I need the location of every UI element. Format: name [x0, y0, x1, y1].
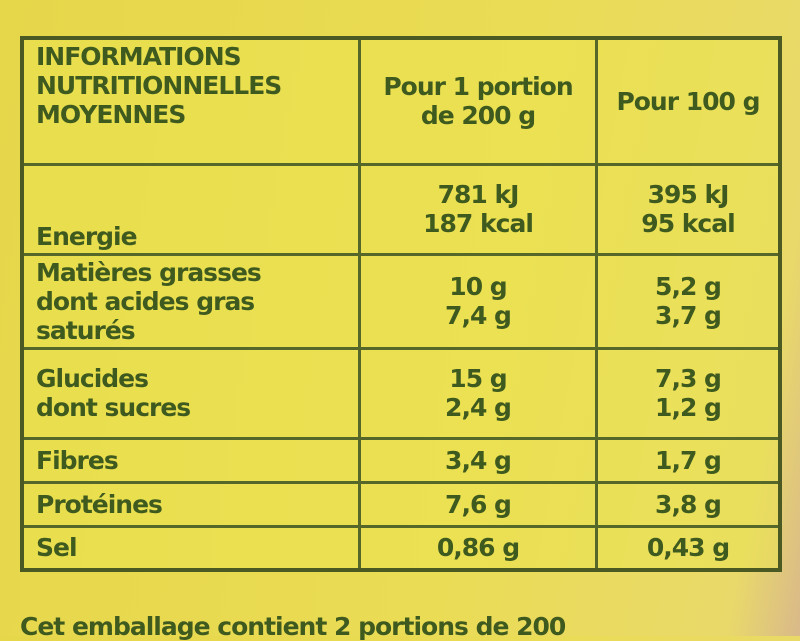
header-title-line: MOYENNES [36, 100, 186, 129]
packaging-note: Cet emballage contient 2 portions de 200 [20, 612, 566, 641]
header-portion-line: de 200 g [420, 101, 536, 131]
table-row: Sel 0,86 g 0,43 g [20, 524, 782, 572]
portion-value: 10 g 7,4 g [358, 252, 598, 350]
portion-value: 15 g 2,4 g [358, 346, 598, 440]
header-100g: Pour 100 g [595, 36, 782, 166]
per100-value: 5,2 g 3,7 g [595, 252, 782, 350]
row-label: Fibres [20, 436, 361, 484]
header-portion: Pour 1 portion de 200 g [358, 36, 598, 166]
table-header-row: INFORMATIONS NUTRITIONNELLES MOYENNES Po… [20, 36, 782, 166]
value-line: 395 kJ [647, 180, 730, 209]
per100-value: 395 kJ 95 kcal [595, 162, 782, 256]
label-line: dont acides gras saturés [36, 286, 255, 345]
per100-value: 3,8 g [595, 480, 782, 528]
value-line: 1,2 g [655, 393, 722, 422]
portion-value: 3,4 g [358, 436, 598, 484]
portion-value: 0,86 g [358, 524, 598, 572]
header-title: INFORMATIONS NUTRITIONNELLES MOYENNES [20, 36, 361, 166]
row-label: Energie [20, 162, 361, 256]
portion-value: 781 kJ 187 kcal [358, 162, 598, 256]
value-line: 15 g [449, 364, 507, 393]
header-title-line: INFORMATIONS [36, 42, 242, 71]
value-line: 7,4 g [445, 301, 512, 330]
header-title-line: NUTRITIONNELLES [36, 71, 282, 100]
nutrition-table: INFORMATIONS NUTRITIONNELLES MOYENNES Po… [20, 36, 782, 572]
value-line: 187 kcal [423, 209, 534, 238]
label-line: Glucides [36, 364, 149, 393]
row-label: Matières grasses dont acides gras saturés [20, 252, 361, 350]
value-line: 10 g [449, 272, 507, 301]
portion-value: 7,6 g [358, 480, 598, 528]
label-line: dont sucres [36, 393, 191, 422]
per100-value: 0,43 g [595, 524, 782, 572]
header-portion-line: Pour 1 portion [383, 72, 573, 102]
value-line: 7,3 g [655, 364, 722, 393]
table-row: Glucides dont sucres 15 g 2,4 g 7,3 g 1,2 g [20, 346, 782, 440]
table-row: Energie 781 kJ 187 kcal 395 kJ 95 kcal [20, 162, 782, 256]
per100-value: 1,7 g [595, 436, 782, 484]
label-line: Energie [36, 221, 138, 251]
row-label: Sel [20, 524, 361, 572]
row-label: Glucides dont sucres [20, 346, 361, 440]
table-row: Protéines 7,6 g 3,8 g [20, 480, 782, 528]
value-line: 2,4 g [445, 393, 512, 422]
value-line: 95 kcal [641, 209, 735, 238]
label-line: Matières grasses [36, 257, 262, 287]
row-label: Protéines [20, 480, 361, 528]
value-line: 3,7 g [655, 301, 722, 330]
table-row: Fibres 3,4 g 1,7 g [20, 436, 782, 484]
value-line: 781 kJ [437, 180, 520, 209]
per100-value: 7,3 g 1,2 g [595, 346, 782, 440]
table-row: Matières grasses dont acides gras saturés… [20, 252, 782, 350]
value-line: 5,2 g [655, 272, 722, 301]
